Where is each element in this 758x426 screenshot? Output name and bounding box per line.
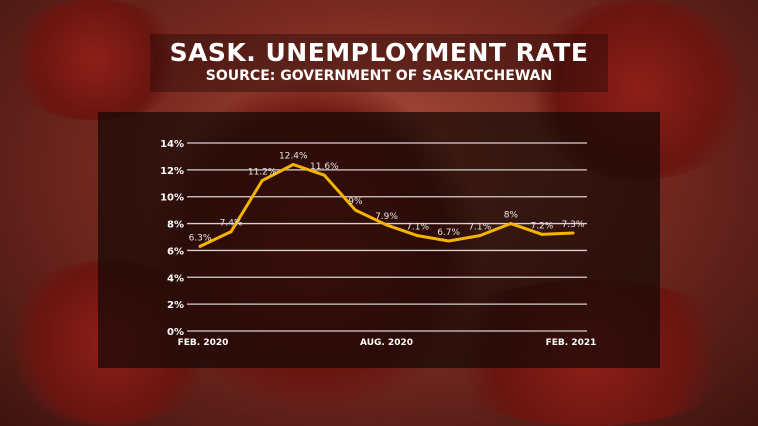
data-point: [385, 223, 388, 227]
x-tick-label: FEB. 2020: [178, 338, 229, 348]
title-banner: [150, 34, 608, 92]
y-tick-label: 10%: [160, 193, 184, 204]
chart-subtitle: SOURCE: GOVERNMENT OF SASKATCHEWAN: [205, 68, 553, 84]
x-tick-label: AUG. 2020: [360, 338, 413, 348]
data-point: [322, 173, 326, 177]
y-tick-label: 6%: [167, 246, 184, 257]
y-tick-label: 8%: [167, 220, 184, 231]
data-label: 6.3%: [189, 233, 212, 243]
data-label: 7.1%: [468, 223, 491, 233]
data-label: 6.7%: [437, 228, 460, 238]
background-virus: [0, 0, 190, 120]
data-point: [229, 230, 233, 234]
data-label: 12.4%: [279, 151, 308, 161]
data-point: [509, 222, 513, 226]
data-label: 8%: [504, 211, 519, 221]
chart-title: SASK. UNEMPLOYMENT RATE: [169, 38, 589, 67]
data-point: [416, 234, 420, 238]
data-point: [291, 162, 295, 166]
data-label: 11.2%: [248, 168, 277, 178]
data-label: 7.1%: [406, 223, 429, 233]
data-point: [571, 231, 575, 235]
data-label: 7.4%: [220, 219, 243, 229]
y-tick-label: 14%: [160, 139, 184, 150]
y-tick-label: 4%: [167, 273, 184, 284]
data-label: 7.2%: [530, 221, 553, 231]
y-tick-label: 0%: [167, 327, 184, 338]
data-label: 7.9%: [375, 212, 398, 222]
data-label: 7.3%: [562, 220, 585, 230]
chart-panel: [98, 112, 660, 368]
data-label: 11.6%: [310, 162, 339, 172]
data-point: [478, 234, 482, 238]
data-point: [260, 179, 264, 183]
y-tick-label: 12%: [160, 166, 184, 177]
data-point: [447, 239, 451, 243]
data-label: 9%: [348, 197, 363, 207]
x-tick-label: FEB. 2021: [546, 338, 597, 348]
data-point: [540, 232, 544, 236]
data-point: [353, 208, 357, 212]
data-point: [198, 244, 202, 248]
y-tick-label: 2%: [167, 300, 184, 311]
